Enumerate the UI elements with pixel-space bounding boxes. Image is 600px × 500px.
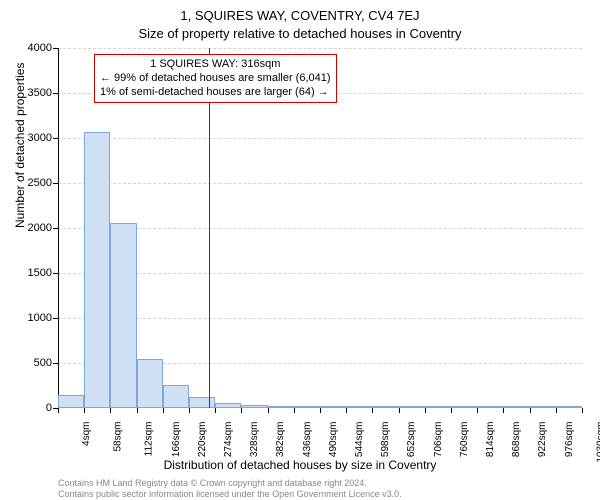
xtick-label: 922sqm: [537, 422, 548, 458]
xtick-label: 544sqm: [354, 422, 365, 458]
xtick-mark: [84, 408, 85, 413]
ytick-mark: [53, 318, 58, 319]
grid-line: [58, 183, 582, 184]
histogram-bar: [425, 406, 451, 408]
ytick-mark: [53, 48, 58, 49]
xtick-mark: [503, 408, 504, 413]
xtick-label: 976sqm: [564, 422, 575, 458]
ytick-label: 1500: [12, 267, 52, 279]
histogram-bar: [556, 406, 582, 408]
ytick-mark: [53, 363, 58, 364]
xtick-label: 220sqm: [197, 422, 208, 458]
footer-line-1: Contains HM Land Registry data © Crown c…: [58, 478, 367, 488]
ytick-label: 2500: [12, 177, 52, 189]
annotation-line: 1% of semi-detached houses are larger (6…: [100, 86, 331, 100]
histogram-bar: [477, 406, 503, 408]
ytick-label: 4000: [12, 42, 52, 54]
xtick-label: 706sqm: [433, 422, 444, 458]
xtick-label: 868sqm: [511, 422, 522, 458]
xtick-mark: [477, 408, 478, 413]
xtick-mark: [110, 408, 111, 413]
histogram-bar: [84, 132, 110, 408]
xtick-label: 490sqm: [328, 422, 339, 458]
chart-title-main: 1, SQUIRES WAY, COVENTRY, CV4 7EJ: [0, 8, 600, 23]
grid-line: [58, 228, 582, 229]
ytick-label: 500: [12, 357, 52, 369]
xtick-mark: [215, 408, 216, 413]
annotation-box: 1 SQUIRES WAY: 316sqm← 99% of detached h…: [94, 54, 337, 103]
xtick-label: 166sqm: [171, 422, 182, 458]
xtick-mark: [294, 408, 295, 413]
histogram-bar: [241, 405, 267, 408]
chart-container: 1, SQUIRES WAY, COVENTRY, CV4 7EJ Size o…: [0, 0, 600, 500]
xtick-label: 598sqm: [380, 422, 391, 458]
plot-area: 1 SQUIRES WAY: 316sqm← 99% of detached h…: [58, 48, 582, 408]
ytick-label: 3500: [12, 87, 52, 99]
xtick-label: 814sqm: [485, 422, 496, 458]
xtick-label: 382sqm: [275, 422, 286, 458]
histogram-bar: [110, 223, 136, 408]
grid-line: [58, 318, 582, 319]
grid-line: [58, 48, 582, 49]
xtick-mark: [451, 408, 452, 413]
xtick-mark: [137, 408, 138, 413]
ytick-label: 3000: [12, 132, 52, 144]
xtick-label: 58sqm: [113, 422, 124, 452]
xtick-label: 1030sqm: [595, 422, 600, 463]
histogram-bar: [399, 406, 425, 408]
xtick-mark: [189, 408, 190, 413]
xtick-mark: [582, 408, 583, 413]
histogram-bar: [451, 406, 477, 408]
histogram-bar: [268, 406, 294, 408]
ytick-mark: [53, 138, 58, 139]
ytick-label: 2000: [12, 222, 52, 234]
histogram-bar: [503, 406, 529, 408]
xtick-label: 328sqm: [249, 422, 260, 458]
histogram-bar: [320, 406, 346, 408]
xtick-mark: [425, 408, 426, 413]
x-axis-label: Distribution of detached houses by size …: [0, 458, 600, 472]
xtick-label: 4sqm: [81, 422, 92, 446]
grid-line: [58, 273, 582, 274]
histogram-bar: [294, 406, 320, 408]
histogram-bar: [163, 385, 189, 408]
plot-inner: 1 SQUIRES WAY: 316sqm← 99% of detached h…: [58, 48, 582, 408]
annotation-line: 1 SQUIRES WAY: 316sqm: [100, 58, 331, 72]
xtick-mark: [320, 408, 321, 413]
xtick-mark: [268, 408, 269, 413]
ytick-mark: [53, 228, 58, 229]
xtick-label: 274sqm: [223, 422, 234, 458]
histogram-bar: [215, 403, 241, 408]
ytick-mark: [53, 183, 58, 184]
annotation-line: ← 99% of detached houses are smaller (6,…: [100, 72, 331, 86]
xtick-mark: [399, 408, 400, 413]
xtick-mark: [372, 408, 373, 413]
chart-title-sub: Size of property relative to detached ho…: [0, 26, 600, 41]
ytick-mark: [53, 93, 58, 94]
xtick-mark: [163, 408, 164, 413]
xtick-label: 112sqm: [144, 422, 155, 457]
histogram-bar: [372, 406, 398, 408]
xtick-mark: [556, 408, 557, 413]
footer-line-2: Contains public sector information licen…: [58, 489, 402, 499]
xtick-mark: [530, 408, 531, 413]
histogram-bar: [58, 395, 84, 408]
histogram-bar: [346, 406, 372, 408]
xtick-label: 760sqm: [459, 422, 470, 458]
histogram-bar: [189, 397, 215, 408]
histogram-bar: [137, 359, 163, 408]
xtick-mark: [58, 408, 59, 413]
xtick-mark: [241, 408, 242, 413]
histogram-bar: [530, 406, 556, 408]
ytick-label: 1000: [12, 312, 52, 324]
xtick-label: 436sqm: [302, 422, 313, 458]
ytick-mark: [53, 273, 58, 274]
grid-line: [58, 138, 582, 139]
ytick-label: 0: [12, 402, 52, 414]
xtick-mark: [346, 408, 347, 413]
xtick-label: 652sqm: [406, 422, 417, 458]
